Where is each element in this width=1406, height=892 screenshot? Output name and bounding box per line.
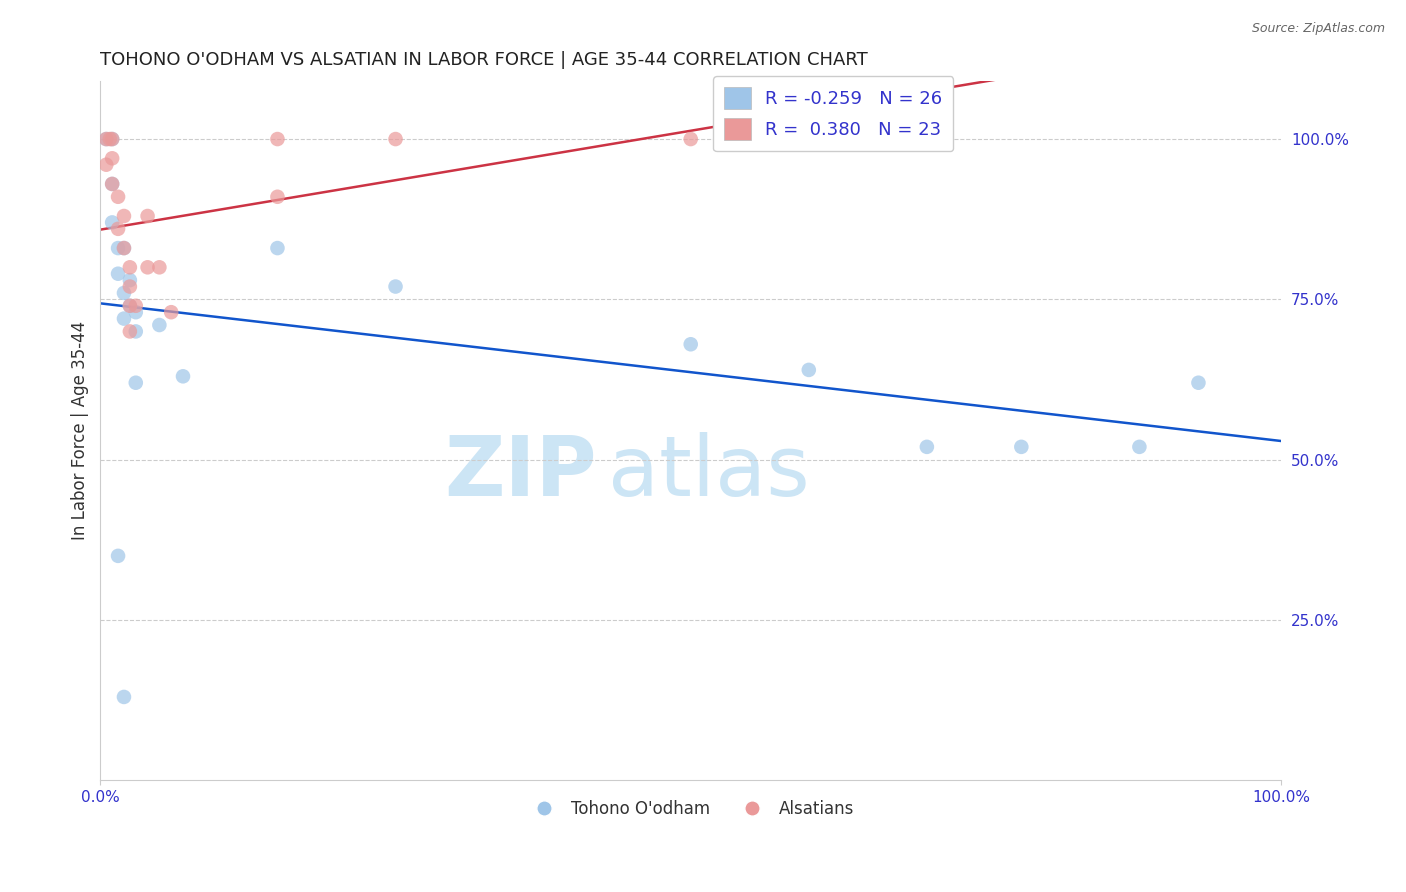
Point: [107, 549, 129, 563]
Point: [384, 132, 406, 146]
Point: [118, 325, 141, 339]
Point: [266, 132, 288, 146]
Text: Source: ZipAtlas.com: Source: ZipAtlas.com: [1251, 22, 1385, 36]
Point: [266, 190, 288, 204]
Point: [125, 325, 148, 339]
Legend: Tohono O'odham, Alsatians: Tohono O'odham, Alsatians: [522, 793, 860, 824]
Point: [172, 369, 194, 384]
Point: [797, 363, 820, 377]
Point: [118, 299, 141, 313]
Point: [96, 132, 118, 146]
Point: [101, 151, 124, 165]
Point: [679, 337, 702, 351]
Point: [112, 285, 135, 300]
Point: [112, 209, 135, 223]
Point: [101, 132, 124, 146]
Point: [125, 376, 148, 390]
Point: [96, 158, 118, 172]
Point: [112, 311, 135, 326]
Point: [112, 241, 135, 255]
Point: [112, 690, 135, 704]
Text: ZIP: ZIP: [444, 433, 596, 513]
Point: [101, 177, 124, 191]
Point: [1128, 440, 1150, 454]
Point: [107, 190, 129, 204]
Point: [107, 241, 129, 255]
Point: [118, 260, 141, 275]
Text: atlas: atlas: [607, 433, 810, 513]
Point: [107, 267, 129, 281]
Point: [118, 299, 141, 313]
Point: [136, 260, 159, 275]
Point: [148, 260, 170, 275]
Point: [112, 241, 135, 255]
Point: [101, 215, 124, 229]
Point: [1010, 440, 1032, 454]
Y-axis label: In Labor Force | Age 35-44: In Labor Force | Age 35-44: [72, 321, 89, 541]
Point: [679, 132, 702, 146]
Point: [101, 177, 124, 191]
Point: [1187, 376, 1209, 390]
Point: [107, 222, 129, 236]
Point: [160, 305, 183, 319]
Point: [125, 299, 148, 313]
Point: [136, 209, 159, 223]
Point: [915, 440, 938, 454]
Point: [96, 132, 118, 146]
Point: [384, 279, 406, 293]
Point: [148, 318, 170, 332]
Point: [118, 273, 141, 287]
Point: [98, 132, 121, 146]
Point: [266, 241, 288, 255]
Text: TOHONO O'ODHAM VS ALSATIAN IN LABOR FORCE | AGE 35-44 CORRELATION CHART: TOHONO O'ODHAM VS ALSATIAN IN LABOR FORC…: [100, 51, 868, 69]
Point: [101, 132, 124, 146]
Point: [125, 305, 148, 319]
Point: [118, 279, 141, 293]
